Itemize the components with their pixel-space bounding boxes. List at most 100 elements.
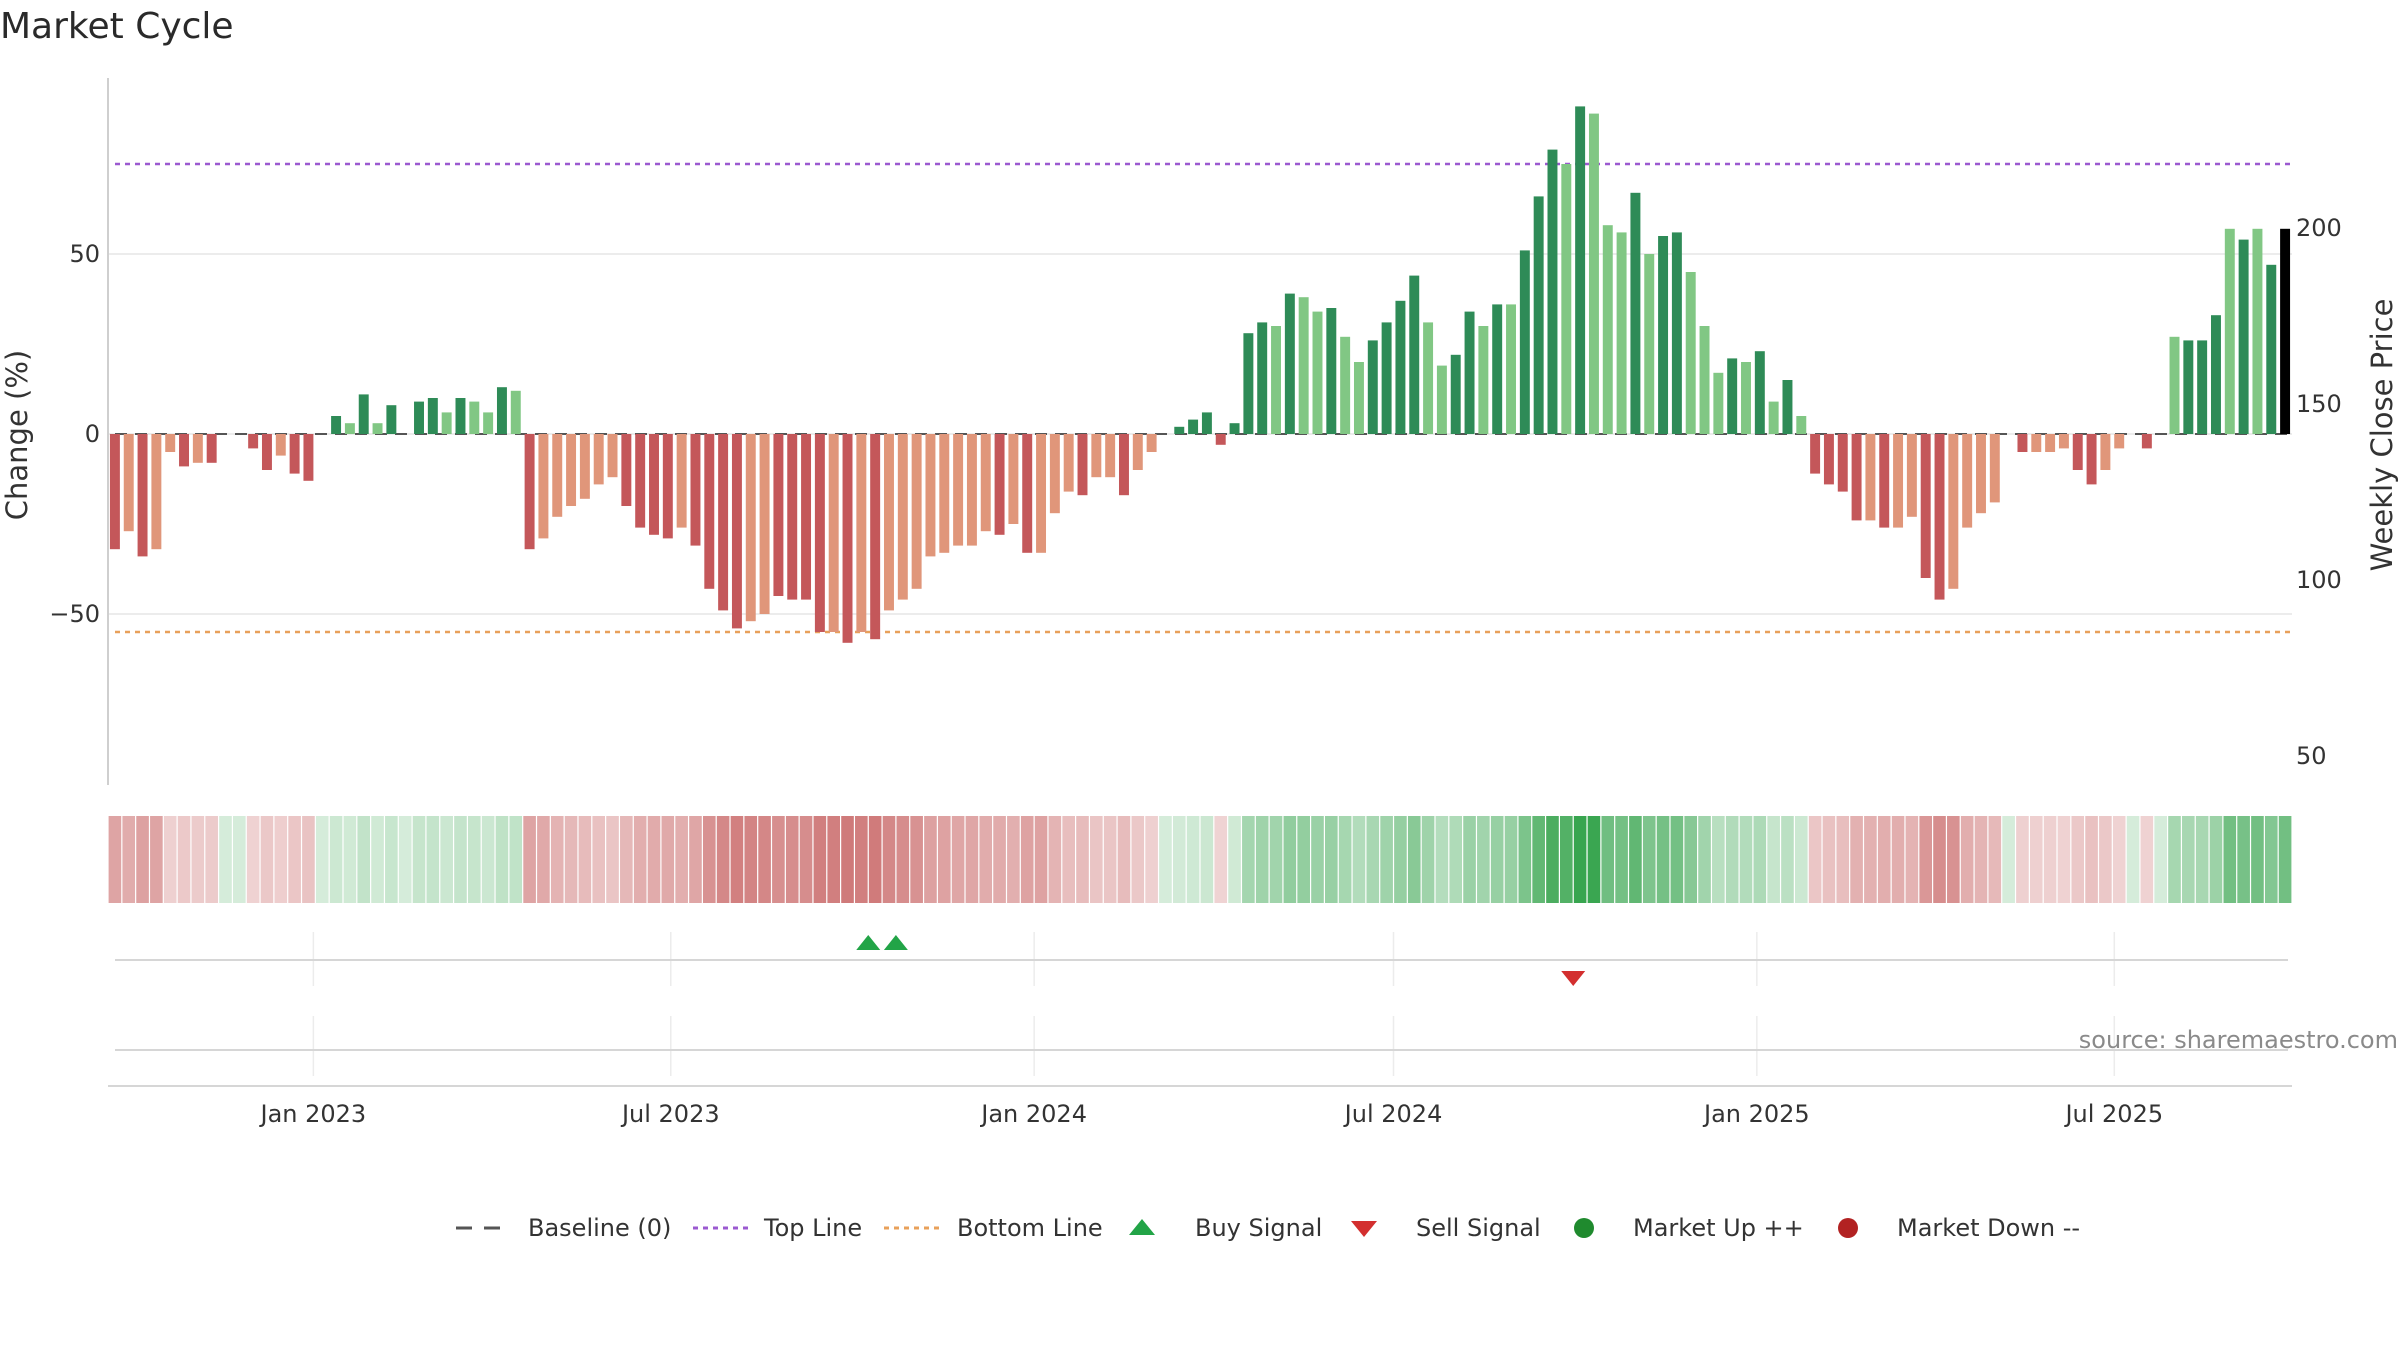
bar (1367, 340, 1378, 434)
heat-cell (1338, 816, 1352, 903)
heat-cell (315, 816, 329, 903)
heat-cell (1269, 816, 1283, 903)
bar (911, 434, 922, 589)
bar (621, 434, 632, 506)
heat-cell (1366, 816, 1380, 903)
bar (773, 434, 784, 596)
buy-signal-marker (856, 935, 881, 950)
bar (552, 434, 563, 517)
legend-market-down-swatch (1838, 1218, 1858, 1238)
bar (884, 434, 894, 611)
heat-cell (385, 816, 398, 903)
bar (731, 434, 742, 629)
heat-cell (744, 816, 758, 903)
heat-cell (1877, 816, 1891, 903)
bar (1353, 362, 1364, 434)
heat-cell (772, 816, 785, 903)
axes: 50 0 −50 200 150 100 50 Jan 2023 Jul 2023 Jan 202… (49, 78, 2342, 1128)
bar (1851, 434, 1862, 521)
bar (1008, 434, 1019, 524)
bar (2169, 336, 2180, 434)
heat-cell (937, 816, 951, 903)
heat-cell (702, 816, 716, 903)
bar (1671, 232, 1682, 434)
heat-cell (288, 816, 301, 903)
bar (192, 434, 203, 463)
heat-cell (1145, 816, 1158, 903)
heat-cell (150, 816, 163, 903)
heat-cell (827, 816, 841, 903)
bar (510, 390, 521, 434)
heat-cell (1380, 816, 1393, 903)
bar (1326, 308, 1337, 434)
bar (2100, 434, 2111, 470)
heat-cell (675, 816, 688, 903)
heat-cell (371, 816, 384, 903)
heat-cell (2140, 816, 2154, 903)
heat-cell (440, 816, 453, 903)
heat-cell (523, 816, 536, 903)
bar (1243, 333, 1254, 434)
heat-cell (191, 816, 205, 903)
bar (1837, 434, 1848, 492)
heat-cell (1090, 816, 1103, 903)
bar (2210, 315, 2221, 434)
bar (1575, 106, 1586, 435)
heat-cell (1615, 816, 1628, 903)
x-tick-label: Jan 2024 (979, 1100, 1087, 1128)
y-tick-label: 50 (69, 240, 100, 268)
bars (109, 106, 2291, 643)
bar (1049, 434, 1060, 514)
bar (1436, 365, 1447, 434)
bar (2031, 434, 2042, 452)
heat-cell (1463, 816, 1476, 903)
heat-cell (620, 816, 633, 903)
bar (496, 387, 507, 434)
heat-cell (1200, 816, 1214, 903)
legend-sell-signal-swatch (1351, 1221, 1377, 1237)
bar (248, 434, 259, 449)
heat-cell (1504, 816, 1518, 903)
heat-cell (2154, 816, 2167, 903)
bar (469, 401, 480, 434)
legend-market-up-swatch (1574, 1218, 1594, 1238)
heat-cell (841, 816, 854, 903)
bar (662, 434, 673, 539)
heat-cell (1725, 816, 1739, 903)
heat-strip (108, 816, 2292, 903)
heat-cell (924, 816, 937, 903)
signal-panel (115, 935, 2288, 1051)
bar (1312, 311, 1323, 434)
grid-lines (108, 253, 2292, 1076)
heat-cell (1490, 816, 1504, 903)
bar (2252, 228, 2263, 434)
heat-cell (136, 816, 149, 903)
y2-axis-title: Weekly Close Price (2365, 299, 2399, 572)
bar (1976, 434, 1986, 514)
heat-cell (606, 816, 619, 903)
bar (1810, 434, 1821, 474)
legend: Baseline (0) Top Line Bottom Line Buy Signa… (456, 1214, 2080, 1242)
bar (980, 434, 991, 532)
heat-cell (2002, 816, 2015, 903)
bar (1409, 275, 1420, 434)
bar (123, 434, 134, 532)
heat-cell (454, 816, 467, 903)
bar (2141, 434, 2152, 449)
legend-sell-signal-label: Sell Signal (1416, 1214, 1541, 1242)
legend-market-up-label: Market Up ++ (1633, 1214, 1804, 1242)
heat-cell (1421, 816, 1435, 903)
heat-cell (1670, 816, 1684, 903)
bar (358, 394, 369, 434)
heat-cell (481, 816, 495, 903)
heat-cell (2043, 816, 2057, 903)
bar (372, 423, 383, 434)
heat-cell (1407, 816, 1421, 903)
heat-cell (2029, 816, 2043, 903)
heat-cell (1311, 816, 1324, 903)
x-tick-label: Jul 2024 (1343, 1100, 1443, 1128)
heat-cell (1794, 816, 1808, 903)
bar (1188, 419, 1199, 434)
bar (1741, 362, 1751, 434)
heat-cell (274, 816, 288, 903)
